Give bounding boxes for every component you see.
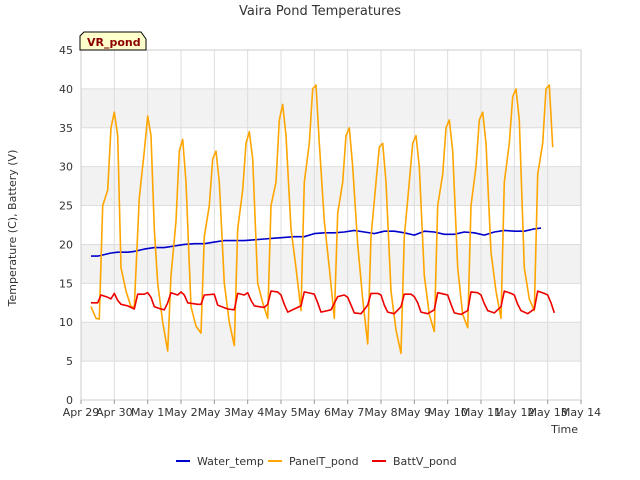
y-axis: 0 5 10 15 20 25 30 35 40 45 <box>59 44 73 407</box>
y-tick-label: 0 <box>66 394 73 407</box>
legend-label: PanelT_pond <box>289 455 359 468</box>
series-line-panelt-pond <box>90 84 554 355</box>
legend: Water_temp PanelT_pond BattV_pond <box>176 455 457 468</box>
x-tick-label: May 12 <box>494 406 534 419</box>
x-tick-label: May 6 <box>298 406 331 419</box>
x-axis-label: Time <box>550 423 578 436</box>
y-tick-label: 5 <box>66 355 73 368</box>
x-tick-label: May 3 <box>198 406 231 419</box>
legend-label: Water_temp <box>197 455 264 468</box>
x-tick-label: May 4 <box>231 406 264 419</box>
series-lines <box>90 84 556 355</box>
plot-background-bands <box>81 88 581 362</box>
badge-shape <box>79 31 147 51</box>
y-tick-label: 30 <box>59 161 73 174</box>
x-tick-label: May 10 <box>428 406 468 419</box>
x-tick-label: Apr 30 <box>96 406 133 419</box>
x-tick-label: May 8 <box>364 406 397 419</box>
station-badge: VR_pond <box>79 31 147 51</box>
y-axis-label: Temperature (C), Battery (V) <box>6 150 19 308</box>
x-tick-label: May 2 <box>164 406 197 419</box>
y-tick-label: 35 <box>59 122 73 135</box>
series-line-water-temp <box>91 227 542 257</box>
legend-label: BattV_pond <box>393 455 457 468</box>
y-tick-label: 40 <box>59 83 73 96</box>
x-tick-label: May 7 <box>331 406 364 419</box>
x-tick-label: May 1 <box>131 406 164 419</box>
badge-label: VR_pond <box>87 36 141 49</box>
y-tick-label: 15 <box>59 277 73 290</box>
x-tick-label: May 14 <box>561 406 601 419</box>
y-tick-label: 25 <box>59 200 73 213</box>
y-tick-label: 10 <box>59 316 73 329</box>
plot-frame <box>80 49 582 401</box>
grid-lines <box>80 49 582 401</box>
series-line-battv-pond <box>91 290 556 316</box>
background-band <box>81 88 581 128</box>
y-tick-label: 20 <box>59 238 73 251</box>
chart-title: Vaira Pond Temperatures <box>239 4 401 19</box>
background-band <box>81 166 581 206</box>
x-tick-label: Apr 29 <box>63 406 100 419</box>
background-band <box>81 322 581 362</box>
x-tick-label: May 13 <box>528 406 568 419</box>
x-tick-label: May 9 <box>398 406 431 419</box>
x-tick-label: May 5 <box>264 406 297 419</box>
x-tick-label: May 11 <box>461 406 501 419</box>
y-tick-label: 45 <box>59 44 73 57</box>
